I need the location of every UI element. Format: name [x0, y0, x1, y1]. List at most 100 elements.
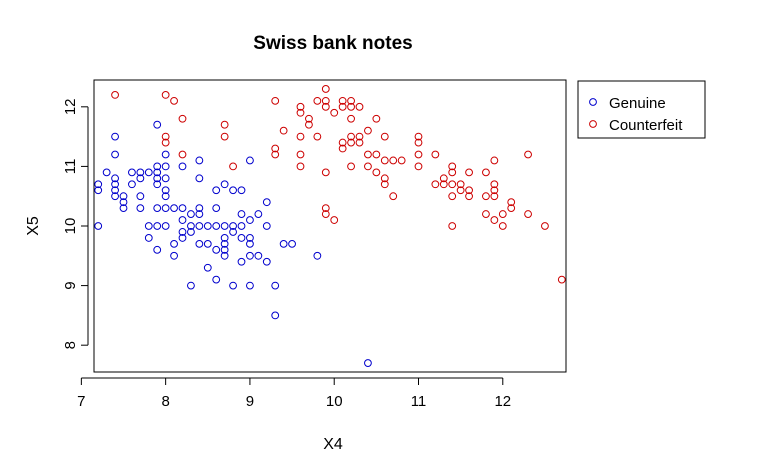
point-counterfeit [431, 150, 440, 159]
point-genuine [119, 198, 128, 207]
point-counterfeit [347, 96, 355, 105]
point-genuine [153, 180, 162, 189]
point-counterfeit [524, 150, 532, 159]
point-counterfeit [111, 90, 119, 99]
point-genuine [246, 216, 254, 224]
point-counterfeit [347, 114, 355, 123]
y-tick-label: 12 [62, 98, 79, 115]
point-counterfeit [431, 180, 440, 189]
point-counterfeit [347, 162, 355, 171]
point-genuine [364, 359, 372, 367]
point-counterfeit [321, 204, 330, 213]
point-counterfeit [465, 168, 473, 177]
point-counterfeit [439, 180, 448, 189]
point-counterfeit [347, 132, 355, 141]
point-counterfeit [498, 210, 507, 218]
legend-label-genuine: Genuine [609, 95, 666, 112]
point-genuine [144, 222, 153, 230]
point-genuine [246, 281, 254, 290]
point-counterfeit [465, 186, 473, 195]
point-counterfeit [296, 108, 305, 117]
point-genuine [203, 239, 212, 248]
point-counterfeit [271, 96, 280, 105]
point-counterfeit [321, 168, 330, 177]
point-counterfeit [355, 102, 364, 111]
point-genuine [203, 263, 212, 272]
point-genuine [144, 234, 153, 242]
point-genuine [161, 174, 170, 183]
point-genuine [119, 192, 128, 201]
point-counterfeit [170, 96, 178, 105]
point-genuine [195, 156, 204, 165]
point-counterfeit [524, 210, 532, 218]
point-counterfeit [161, 138, 170, 147]
point-genuine [161, 150, 170, 159]
point-genuine [170, 204, 178, 213]
point-genuine [119, 204, 128, 213]
legend-marker-counterfeit [589, 120, 597, 128]
point-counterfeit [355, 132, 364, 141]
point-counterfeit [490, 180, 499, 189]
point-genuine [153, 174, 162, 183]
point-counterfeit [482, 210, 490, 218]
point-genuine [161, 192, 170, 201]
point-counterfeit [456, 186, 465, 195]
point-counterfeit [321, 85, 330, 93]
point-counterfeit [465, 192, 473, 201]
y-tick-label: 9 [62, 281, 79, 289]
legend-box [577, 80, 706, 139]
plot-area [93, 79, 567, 373]
point-genuine [203, 222, 212, 230]
point-genuine [161, 162, 170, 171]
point-counterfeit [338, 102, 347, 111]
point-genuine [220, 251, 229, 260]
point-counterfeit [414, 162, 423, 171]
point-counterfeit [380, 156, 389, 165]
point-genuine [237, 234, 246, 242]
point-genuine [212, 245, 221, 254]
point-genuine [313, 251, 322, 260]
point-genuine [212, 222, 221, 230]
point-genuine [254, 210, 263, 218]
point-counterfeit [557, 275, 566, 284]
point-genuine [271, 311, 280, 320]
point-genuine [136, 192, 145, 201]
x-tick-label: 9 [246, 393, 254, 410]
point-counterfeit [448, 168, 457, 177]
point-genuine [94, 180, 103, 189]
point-genuine [195, 174, 204, 183]
point-counterfeit [220, 132, 229, 141]
point-genuine [195, 239, 204, 248]
point-counterfeit [414, 132, 423, 141]
point-genuine [128, 168, 136, 177]
point-genuine [153, 168, 162, 177]
point-genuine [195, 222, 204, 230]
point-genuine [153, 162, 162, 171]
point-counterfeit [448, 162, 457, 171]
point-genuine [111, 180, 119, 189]
point-counterfeit [389, 156, 398, 165]
point-counterfeit [364, 150, 372, 159]
point-genuine [237, 257, 246, 266]
point-genuine [111, 150, 119, 159]
point-genuine [102, 168, 111, 177]
point-genuine [237, 186, 246, 195]
point-counterfeit [414, 150, 423, 159]
point-counterfeit [380, 132, 389, 141]
point-counterfeit [397, 156, 406, 165]
point-genuine [178, 216, 187, 224]
point-counterfeit [364, 162, 372, 171]
point-genuine [195, 204, 204, 213]
y-axis: 8 9 10 11 12 [62, 98, 89, 349]
point-counterfeit [372, 114, 381, 123]
point-genuine [170, 251, 178, 260]
point-counterfeit [296, 150, 305, 159]
point-genuine [187, 222, 195, 230]
point-genuine [237, 210, 246, 218]
point-counterfeit [498, 222, 507, 230]
point-genuine [279, 239, 288, 248]
point-counterfeit [389, 192, 398, 201]
point-genuine [246, 251, 254, 260]
x-tick-label: 8 [161, 393, 169, 410]
point-counterfeit [364, 126, 372, 135]
